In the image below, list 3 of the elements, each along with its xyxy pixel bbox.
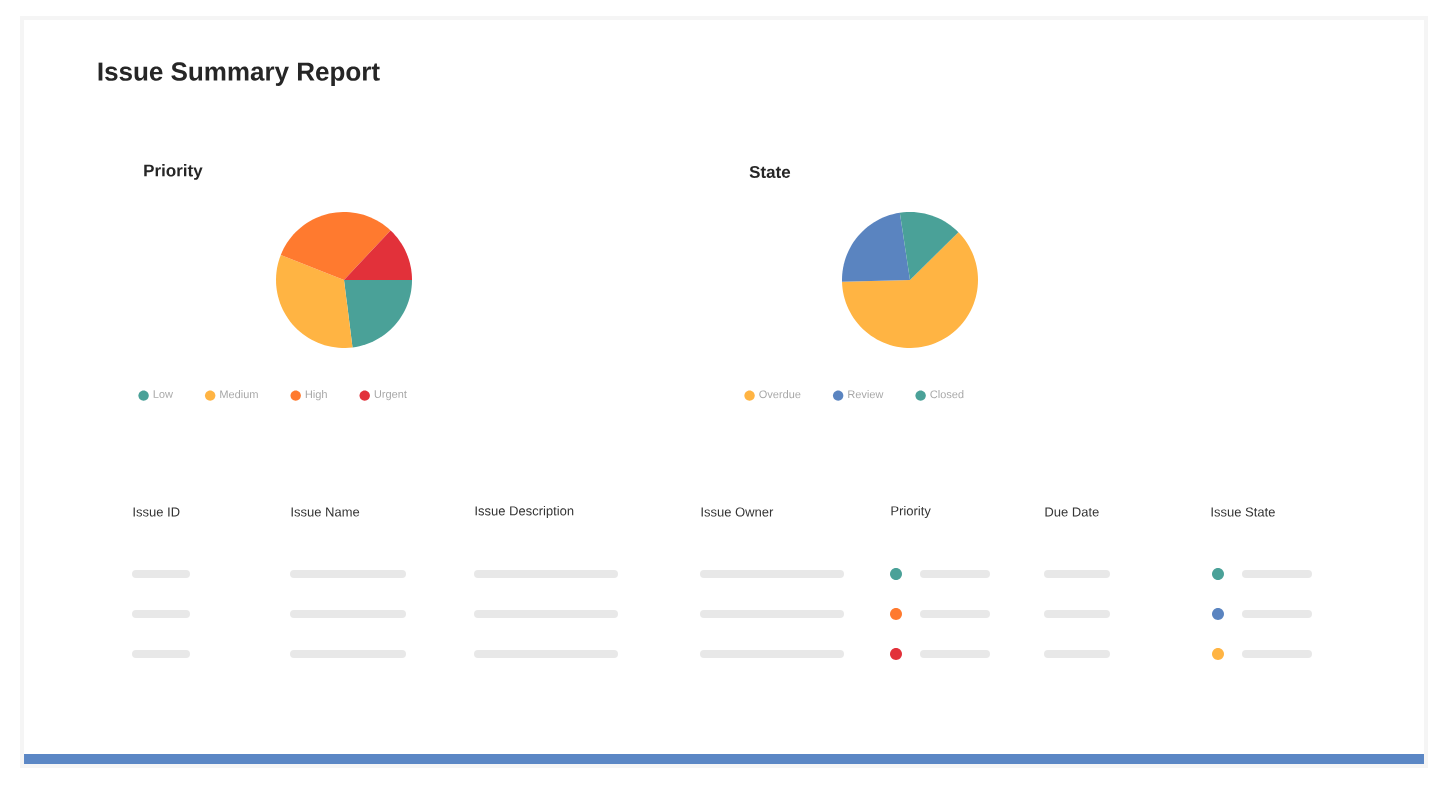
chart-title: State <box>749 165 791 178</box>
chart-title: Priority <box>144 164 203 180</box>
text: Issue Summary Report <box>98 62 380 86</box>
